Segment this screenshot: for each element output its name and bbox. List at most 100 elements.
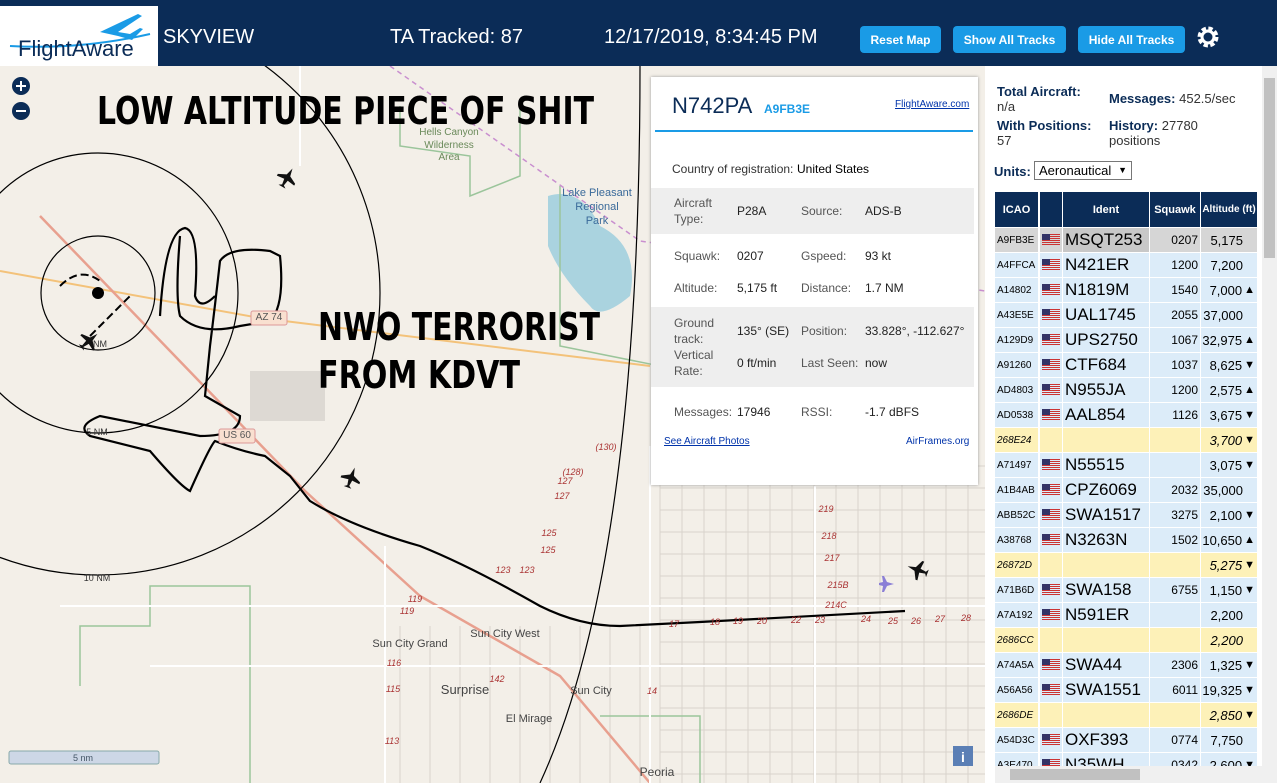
h-scroll-thumb[interactable]	[1010, 769, 1140, 780]
stat-value: 452.5/sec	[1179, 91, 1236, 106]
settings-gear[interactable]	[1195, 24, 1221, 50]
overlay-caption: FROM KDVT	[318, 353, 520, 397]
aircraft-table: ICAO Ident Squawk Altitude (ft) A9FB3E MSQT25…	[995, 192, 1257, 783]
ident: CTF684	[1065, 355, 1127, 374]
table-cell	[1040, 728, 1062, 752]
icao: A3E470	[997, 759, 1033, 771]
map-label: US 60	[223, 430, 251, 441]
table-cell: SWA1517	[1063, 503, 1149, 527]
button[interactable]: Reset Map	[860, 26, 941, 53]
map-label: El Mirage	[506, 713, 552, 725]
altitude-trend: ▼	[1244, 759, 1255, 771]
table-cell	[1040, 253, 1062, 277]
flag-stripe	[1042, 265, 1060, 266]
altitude-trend: ▲	[1244, 284, 1255, 296]
logo[interactable]: FlightAware	[0, 6, 158, 66]
flag-stripe	[1042, 684, 1060, 685]
logo-mark: FlightAware	[9, 14, 151, 61]
table-cell: N55515	[1063, 453, 1149, 477]
column-header[interactable]: Squawk	[1150, 192, 1200, 227]
scale-label: 5 nm	[73, 753, 93, 763]
table-row[interactable]: A1B4AB CPZ6069 2032 35,000	[995, 478, 1257, 502]
button[interactable]: Hide All Tracks	[1078, 26, 1185, 53]
table-cell	[1040, 578, 1062, 602]
icao: ABB52C	[997, 509, 1036, 521]
sidebar: Units: Aeronautical ▼ ICAO Ident Squawk Alti…	[985, 66, 1277, 783]
scroll-thumb[interactable]	[1264, 78, 1275, 258]
info-button[interactable]	[953, 746, 973, 766]
table-row[interactable]: A38768 N3263N 1502 10,650 ▲	[995, 528, 1257, 552]
flag-stripe	[1042, 467, 1060, 468]
tracked: TA Tracked: 87	[390, 26, 524, 48]
table-cell: 7,000 ▲	[1201, 278, 1257, 302]
table-row[interactable]: AD0538 AAL854 1126 3,675 ▼	[995, 403, 1257, 427]
table-row[interactable]: A7A192 N591ER 2,200	[995, 603, 1257, 627]
table-row[interactable]: A43E5E UAL1745 2055 37,000	[995, 303, 1257, 327]
table-row[interactable]: A74A5A SWA44 2306 1,325 ▼	[995, 653, 1257, 677]
flag-stripe	[1042, 659, 1060, 660]
flag-stripe	[1042, 269, 1060, 270]
table-row[interactable]: AD4803 N955JA 1200 2,575 ▲	[995, 378, 1257, 402]
squawk: 1502	[1171, 533, 1198, 547]
table-cell: 2,100 ▼	[1201, 503, 1257, 527]
flag-stripe	[1042, 609, 1060, 610]
table-cell	[1040, 503, 1062, 527]
button[interactable]: Show All Tracks	[953, 26, 1066, 53]
column-header[interactable]: ICAO	[995, 192, 1038, 227]
table-row[interactable]: A71497 N55515 3,075 ▼	[995, 453, 1257, 477]
table-row[interactable]: 268E24 3,700 ▼	[995, 428, 1257, 452]
table-row[interactable]: A9FB3E MSQT253 0207 5,175	[995, 228, 1257, 252]
flag-us	[1042, 384, 1060, 395]
flag-stripe	[1042, 590, 1060, 591]
table-cell	[1040, 228, 1062, 252]
table-cell: AAL854	[1063, 403, 1149, 427]
field-value: ADS-B	[865, 204, 902, 218]
table-cell: MSQT253	[1063, 228, 1149, 252]
aircraft[interactable]	[75, 326, 104, 355]
table-row[interactable]: A4FFCA N421ER 1200 7,200	[995, 253, 1257, 277]
column-header[interactable]: Ident	[1063, 192, 1149, 227]
field-label: Aircraft Type:	[674, 196, 713, 226]
column-header[interactable]: Altitude (ft)	[1201, 192, 1257, 227]
table-cell: 10,650 ▲	[1201, 528, 1257, 552]
flag-field	[1042, 259, 1050, 265]
aircraft[interactable]	[904, 557, 931, 583]
field-value: now	[865, 356, 888, 370]
table-cell	[1040, 303, 1062, 327]
stat-value: 27780 positions	[1109, 118, 1198, 148]
icao: 2686DE	[997, 709, 1034, 721]
aircraft[interactable]	[338, 464, 364, 491]
flag-stripe	[1042, 411, 1060, 412]
aircraft[interactable]	[273, 163, 301, 191]
airframes-link[interactable]: AirFrames.org	[906, 436, 970, 447]
ident: N55515	[1065, 455, 1125, 474]
table-row[interactable]: 2686CC 2,200	[995, 628, 1257, 652]
table-row[interactable]: A129D9 UPS2750 1067 32,975 ▲	[995, 328, 1257, 352]
units-select[interactable]: Aeronautical ▼	[1034, 161, 1132, 180]
table-row[interactable]: 2686DE 2,850 ▼	[995, 703, 1257, 727]
datetime: 12/17/2019, 8:34:45 PM	[604, 26, 818, 48]
flag-stripe	[1042, 686, 1060, 687]
altitude: 7,000	[1209, 282, 1243, 298]
flag-stripe	[1042, 367, 1060, 368]
table-cell: 7,200	[1201, 253, 1257, 277]
flag-stripe	[1042, 244, 1060, 245]
icao: A4FFCA	[997, 259, 1036, 271]
table-cell	[1063, 428, 1149, 452]
altitude-trend: ▲	[1244, 334, 1255, 346]
icao: A7A192	[997, 609, 1033, 621]
table-row[interactable]: A91260 CTF684 1037 8,625 ▼	[995, 353, 1257, 377]
table-row[interactable]: A14802 N1819M 1540 7,000 ▲	[995, 278, 1257, 302]
overlay-text: LOW ALTITUDE PIECE OF SHIT NWO TERRORISTF…	[97, 89, 600, 397]
table-row[interactable]: 26872D 5,275 ▼	[995, 553, 1257, 577]
table-cell: A38768	[995, 528, 1038, 552]
flag-stripe	[1042, 319, 1060, 320]
table-row[interactable]: A71B6D SWA158 6755 1,150 ▼	[995, 578, 1257, 602]
link[interactable]: FlightAware.com	[895, 99, 970, 110]
table-row[interactable]: A54D3C OXF393 0774 7,750	[995, 728, 1257, 752]
ident: N955JA	[1065, 380, 1126, 399]
table-cell	[1040, 403, 1062, 427]
photos-link[interactable]: See Aircraft Photos	[664, 436, 750, 447]
table-row[interactable]: A56A56 SWA1551 6011 19,325 ▼	[995, 678, 1257, 702]
table-row[interactable]: ABB52C SWA1517 3275 2,100 ▼	[995, 503, 1257, 527]
